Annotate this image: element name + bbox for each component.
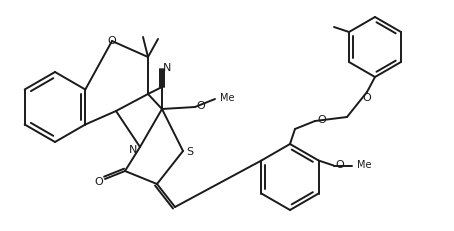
Text: O: O	[94, 176, 104, 186]
Text: Me: Me	[356, 159, 371, 169]
Text: N: N	[163, 63, 171, 73]
Text: O: O	[363, 93, 371, 103]
Text: O: O	[317, 115, 326, 125]
Text: Me: Me	[220, 93, 235, 103]
Text: O: O	[108, 36, 116, 46]
Text: O: O	[336, 159, 344, 169]
Text: O: O	[196, 100, 205, 110]
Text: S: S	[187, 146, 193, 156]
Text: N: N	[129, 144, 137, 154]
